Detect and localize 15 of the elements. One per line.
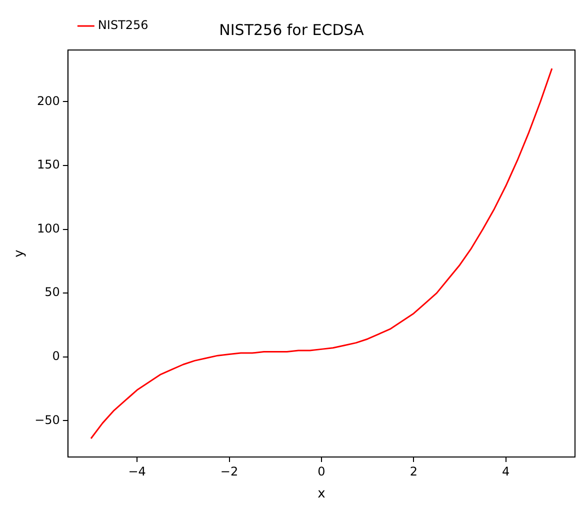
y-tick-label: 200 <box>37 94 60 108</box>
x-tick-label: 4 <box>502 464 510 478</box>
y-tick-label: 0 <box>52 348 60 363</box>
y-tick-label: 100 <box>37 221 60 236</box>
y-tick-label: 150 <box>37 158 60 172</box>
x-axis-title: x <box>318 486 326 502</box>
legend-label: NIST256 <box>98 18 148 32</box>
chart-title: NIST256 for ECDSA <box>219 20 365 39</box>
x-tick-label: 2 <box>410 464 418 478</box>
x-tick-label: −2 <box>220 464 238 478</box>
y-axis-title: y <box>12 249 28 258</box>
x-tick-label: −4 <box>128 464 146 478</box>
y-tick-label: 50 <box>44 285 60 300</box>
x-tick-label: 0 <box>318 464 326 478</box>
y-tick-label: −50 <box>34 412 60 427</box>
